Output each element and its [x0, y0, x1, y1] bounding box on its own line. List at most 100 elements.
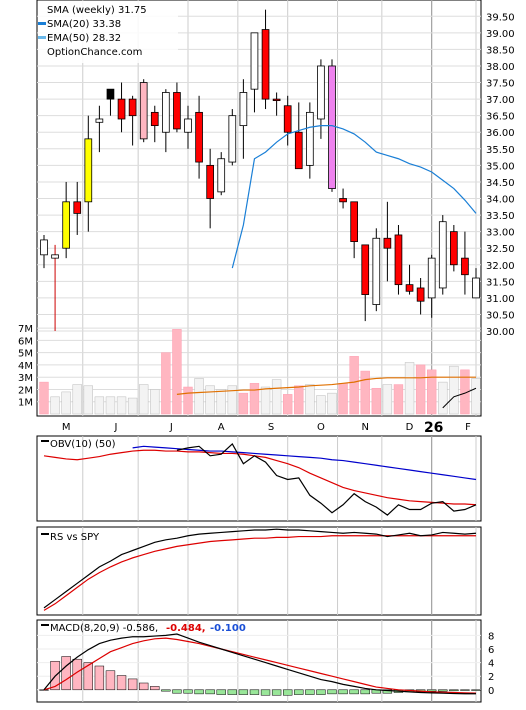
rs-title: RS vs SPY	[50, 532, 100, 543]
legend-sma-weekly: SMA (weekly) 31.75	[47, 5, 147, 16]
indicator-lines	[43, 125, 477, 695]
macd-tick-label: 4	[488, 659, 494, 670]
macd-tick-label: 0	[488, 686, 494, 697]
volume-bar	[105, 396, 116, 415]
candle-body	[438, 221, 447, 289]
macd-hist-bar	[116, 675, 127, 691]
volume-tick-label: 6M	[18, 336, 33, 347]
x-tick-label: J	[169, 422, 173, 433]
candle-body	[472, 277, 480, 299]
volume-bar	[150, 389, 160, 415]
sma20-line	[231, 125, 477, 269]
macd-hist-bar	[39, 689, 49, 691]
candle-body	[128, 98, 137, 117]
macd-hist-bar	[349, 689, 359, 695]
volume-bar	[316, 395, 326, 415]
obv-slow-line	[132, 445, 477, 481]
macd-hist-bar	[172, 689, 182, 694]
volume-bar	[415, 364, 426, 415]
candle-body	[405, 284, 414, 292]
volume-bar	[127, 397, 138, 415]
volume-bar	[205, 385, 215, 415]
macd-hist-bar	[460, 689, 470, 691]
candle-body	[106, 88, 115, 100]
macd-hist-bar	[471, 689, 481, 691]
price-tick-label: 37.50	[486, 79, 515, 90]
volume-bar	[83, 385, 93, 415]
x-tick-label: O	[317, 422, 325, 433]
volume-tick-label: 4M	[18, 361, 33, 372]
price-tick-label: 38.00	[486, 62, 515, 73]
candle-body	[339, 198, 347, 203]
macd-hist-bar	[294, 689, 304, 695]
volume-bar	[371, 387, 381, 415]
obv-title: OBV(10) (50)	[50, 439, 116, 450]
volume-bar	[249, 383, 260, 415]
candle-body	[394, 234, 403, 286]
volume-bar	[271, 379, 282, 415]
candle-body	[228, 115, 237, 163]
price-tick-label: 31.00	[486, 294, 515, 305]
macd-hist-bar	[338, 689, 348, 695]
price-tick-label: 33.50	[486, 211, 515, 222]
macd-hist-bar	[127, 678, 138, 691]
volume-bar	[172, 329, 182, 415]
obv-signal-line	[43, 449, 477, 506]
candle-body	[250, 32, 259, 90]
macd-hist-bar	[139, 682, 149, 691]
macd-hist-bar	[316, 689, 326, 695]
candle-body	[328, 65, 336, 189]
candle-body	[73, 201, 82, 214]
macd-hist-bar	[271, 689, 282, 696]
volume-bar	[382, 384, 393, 415]
x-tick-label: M	[62, 422, 71, 433]
price-tick-label: 36.50	[486, 112, 515, 123]
macd-signal-label: -0.484,	[166, 623, 206, 634]
macd-hist-bar	[238, 689, 249, 695]
volume-bar	[471, 378, 481, 415]
volume-bar	[50, 396, 60, 415]
rs-line	[43, 528, 477, 609]
volume-tick-label: 3M	[18, 373, 33, 384]
grid-lines	[37, 0, 481, 702]
volume-tick-label: 7M	[18, 324, 33, 335]
price-tick-label: 32.00	[486, 261, 515, 272]
candle-body	[40, 239, 48, 256]
candle-body	[173, 92, 181, 130]
legend-source: OptionChance.com	[47, 47, 142, 58]
macd-hist-bar	[216, 689, 226, 695]
rs-legend: RS vs SPY	[41, 532, 100, 543]
volume-bar	[393, 384, 404, 415]
candle-body	[217, 158, 226, 193]
volume-bar	[327, 392, 337, 415]
price-tick-label: 37.00	[486, 95, 515, 106]
candle-body	[117, 98, 126, 120]
legend-sma20: SMA(20) 33.38	[47, 19, 121, 30]
price-tick-label: 33.00	[486, 228, 515, 239]
candle-body	[350, 201, 358, 242]
volume-bar	[449, 365, 459, 415]
price-panel-frame	[36, 0, 482, 417]
volume-bar	[194, 378, 204, 415]
x-tick-label: A	[218, 422, 225, 433]
x-tick-label: S	[268, 422, 274, 433]
volume-tick-label: 1M	[18, 398, 33, 409]
macd-hist-bar	[449, 689, 459, 692]
candle-body	[95, 118, 104, 123]
candle-body	[294, 131, 303, 170]
price-tick-label: 30.50	[486, 310, 515, 321]
candle-body	[427, 257, 436, 299]
macd-tick-label: 2	[488, 672, 494, 683]
macd-legend: MACD(8,20,9) -0.586, -0.484, -0.100	[41, 623, 246, 634]
price-tick-label: 38.50	[486, 45, 515, 56]
price-tick-label: 36.00	[486, 128, 515, 139]
price-tick-label: 35.00	[486, 161, 515, 172]
rs-ma-line	[43, 535, 476, 611]
volume-bar	[183, 386, 193, 415]
candle-body	[383, 237, 392, 249]
macd-tick-label: 8	[488, 631, 494, 642]
legend-ema50: EMA(50) 28.32	[47, 33, 121, 44]
price-tick-label: 35.50	[486, 145, 515, 156]
candle-body	[450, 231, 458, 266]
